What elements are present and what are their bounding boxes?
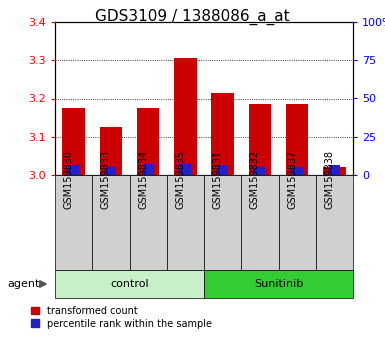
Bar bbox=[204, 175, 241, 270]
Bar bbox=[105, 167, 116, 175]
Bar bbox=[278, 175, 316, 270]
Bar bbox=[55, 175, 92, 270]
Text: GSM159831: GSM159831 bbox=[213, 150, 223, 209]
Bar bbox=[286, 104, 308, 175]
Text: GDS3109 / 1388086_a_at: GDS3109 / 1388086_a_at bbox=[95, 9, 290, 25]
Text: control: control bbox=[110, 279, 149, 289]
Bar bbox=[137, 108, 159, 175]
Bar bbox=[92, 175, 129, 270]
Bar bbox=[249, 104, 271, 175]
Bar bbox=[55, 270, 204, 298]
Text: GSM159833: GSM159833 bbox=[101, 150, 111, 209]
Bar bbox=[254, 167, 266, 175]
Bar bbox=[204, 270, 353, 298]
Bar bbox=[174, 58, 197, 175]
Text: Sunitinib: Sunitinib bbox=[254, 279, 303, 289]
Bar bbox=[217, 165, 228, 175]
Bar bbox=[329, 165, 340, 175]
Bar bbox=[211, 93, 234, 175]
Bar bbox=[180, 164, 191, 175]
Text: GSM159837: GSM159837 bbox=[287, 150, 297, 209]
Bar bbox=[291, 167, 303, 175]
Text: GSM159830: GSM159830 bbox=[64, 150, 74, 209]
Text: GSM159838: GSM159838 bbox=[325, 150, 335, 209]
Text: agent: agent bbox=[8, 279, 40, 289]
Bar bbox=[129, 175, 167, 270]
Bar bbox=[68, 165, 79, 175]
Bar bbox=[100, 127, 122, 175]
Text: GSM159832: GSM159832 bbox=[250, 150, 260, 209]
Bar bbox=[62, 108, 85, 175]
Bar bbox=[167, 175, 204, 270]
Bar bbox=[241, 175, 278, 270]
Text: GSM159835: GSM159835 bbox=[176, 150, 185, 209]
Bar bbox=[316, 175, 353, 270]
Legend: transformed count, percentile rank within the sample: transformed count, percentile rank withi… bbox=[32, 306, 212, 329]
Text: GSM159834: GSM159834 bbox=[138, 150, 148, 209]
Bar bbox=[323, 167, 346, 175]
Bar bbox=[142, 164, 154, 175]
